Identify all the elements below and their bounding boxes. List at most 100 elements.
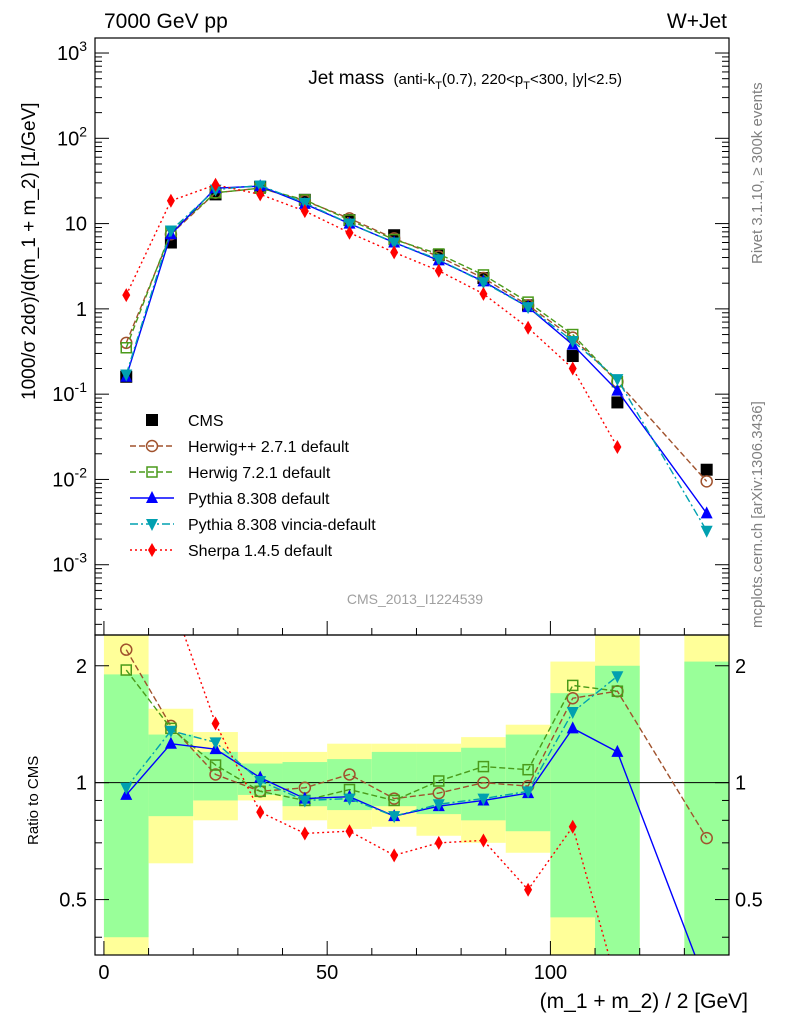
- y-axis-label-main: 1000/σ 2dσ)/d(m_1 + m_2) [1/GeV]: [19, 102, 40, 400]
- ratio-tick-label-left: 2: [76, 656, 87, 678]
- ratio-data-point: [477, 760, 490, 773]
- x-tick-label: 50: [316, 962, 338, 984]
- ratio-data-point: [343, 793, 356, 806]
- x-tick-label: 0: [98, 962, 109, 984]
- rivet-label: Rivet 3.1.10, ≥ 300k events: [749, 82, 766, 264]
- ratio-tick-label-left: 1: [76, 773, 87, 795]
- main-series: [120, 180, 713, 538]
- ratio-band-inner: [595, 665, 640, 955]
- ratio-data-point: [611, 685, 624, 697]
- ratio-band-inner: [684, 661, 729, 955]
- plot-title: Jet mass (anti-kT(0.7), 220<pT<300, |y|<…: [308, 68, 622, 92]
- ratio-data-point: [611, 671, 624, 684]
- ratio-series-line: [183, 635, 610, 955]
- main-data-point: [479, 286, 488, 301]
- ratio-data-point: [479, 833, 488, 848]
- ratio-data-point: [566, 721, 579, 734]
- ratio-data-point: [388, 794, 400, 807]
- legend-marker: [146, 466, 158, 478]
- legend-label: Herwig 7.2.1 default: [188, 465, 331, 482]
- ratio-data-point: [568, 819, 577, 834]
- main-data-point: [700, 463, 713, 476]
- ratio-data-point: [120, 782, 133, 795]
- ratio-data-point: [388, 811, 401, 824]
- ratio-series-layer: [120, 473, 713, 955]
- title-sub-3: <300, |y|<2.5): [530, 71, 622, 88]
- main-series: [120, 180, 713, 476]
- legend-entry: Herwig 7.2.1 default: [130, 465, 331, 482]
- main-data-point: [477, 277, 490, 290]
- axes-frame: [94, 37, 730, 956]
- main-data-point: [524, 320, 533, 335]
- y-tick-label: 102: [57, 123, 87, 150]
- ratio-series: [120, 671, 624, 824]
- main-data-point: [566, 350, 579, 363]
- main-data-point: [611, 374, 624, 387]
- ratio-data-point: [164, 725, 177, 738]
- legend-entry: Pythia 8.308 vincia-default: [130, 517, 376, 534]
- ratio-data-point: [566, 691, 579, 705]
- main-data-point: [120, 369, 133, 382]
- main-data-point: [122, 288, 131, 303]
- ratio-data-point: [209, 768, 222, 781]
- legend-entry: Pythia 8.308 default: [130, 491, 330, 508]
- legend: CMS Herwig++ 2.7.1 default Herwig 7.2.1 de…: [130, 413, 376, 560]
- main-data-point: [700, 475, 713, 488]
- legend-entry: Herwig++ 2.7.1 default: [130, 439, 350, 456]
- main-data-point: [568, 361, 577, 376]
- ratio-band-inner: [103, 674, 149, 938]
- ratio-data-point: [164, 736, 177, 749]
- main-series: [122, 177, 622, 455]
- ratio-data-point: [343, 768, 356, 781]
- legend-label: Sherpa 1.4.5 default: [188, 543, 333, 560]
- main-data-point: [432, 254, 445, 267]
- title-sub-2: (0.7), 220<p: [442, 71, 523, 88]
- main-data-point: [700, 525, 713, 538]
- title-main: Jet mass: [308, 68, 384, 89]
- main-data-point: [298, 197, 311, 210]
- ratio-data-point: [522, 786, 535, 799]
- x-axis-label: (m_1 + m_2) / 2 [GeV]: [540, 990, 748, 1013]
- main-data-point: [256, 187, 265, 202]
- header-process: W+Jet: [667, 10, 727, 33]
- ratio-data-point: [120, 664, 133, 676]
- main-data-point: [300, 204, 309, 219]
- y-tick-label: 103: [57, 38, 87, 65]
- main-data-point: [566, 336, 579, 349]
- tick-layer: 0 50 100 10-3 10-2 10-1 1 10 102 103 0.5 0.5 1 1 2 2: [52, 38, 763, 984]
- title-sub-t1: T: [435, 80, 442, 92]
- legend-label: Pythia 8.308 vincia-default: [188, 517, 376, 534]
- legend-label: Herwig++ 2.7.1 default: [188, 439, 350, 456]
- ratio-data-point: [167, 590, 175, 604]
- ratio-data-point: [524, 882, 533, 897]
- ratio-data-point: [390, 848, 399, 863]
- ratio-data-point: [345, 824, 354, 839]
- main-data-point: [164, 225, 177, 238]
- ratio-data-point: [256, 805, 265, 820]
- ratio-data-point: [566, 707, 579, 720]
- title-sub-t2: T: [523, 80, 530, 92]
- main-data-point: [700, 506, 713, 519]
- legend-marker: [146, 491, 158, 503]
- ratio-series-line: [125, 675, 618, 817]
- legend-label: Pythia 8.308 default: [188, 491, 330, 508]
- main-series-line: [125, 187, 708, 482]
- main-data-point: [166, 193, 175, 208]
- ratio-data-point: [566, 679, 579, 692]
- ratio-data-point: [120, 643, 133, 656]
- ratio-data-point: [298, 795, 311, 808]
- ratio-data-point: [209, 759, 222, 771]
- main-data-point: [390, 245, 399, 260]
- ratio-plot-frame: [94, 634, 730, 956]
- ratio-data-point: [254, 775, 267, 788]
- ratio-series: [122, 473, 610, 955]
- ratio-data-point: [122, 473, 130, 487]
- main-data-point: [434, 263, 443, 278]
- ratio-data-point: [211, 716, 220, 731]
- y-tick-label: 10-1: [52, 379, 87, 406]
- header-energy: 7000 GeV pp: [104, 10, 228, 33]
- ratio-series-line: [125, 649, 708, 839]
- ratio-tick-label-right: 2: [735, 656, 746, 678]
- ratio-data-point: [700, 831, 713, 845]
